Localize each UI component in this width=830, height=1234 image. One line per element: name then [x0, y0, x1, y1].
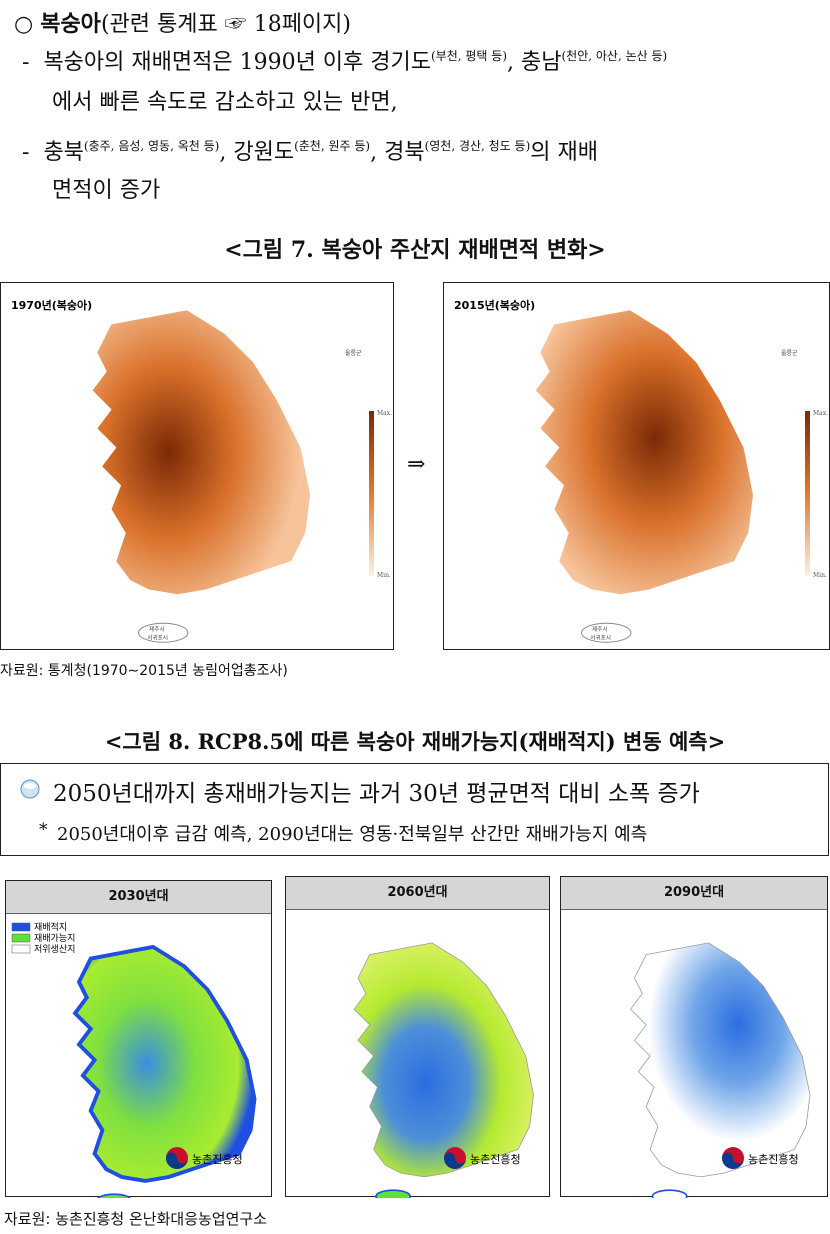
text: 충북	[43, 140, 84, 165]
mainland	[534, 309, 754, 596]
jeju	[97, 1193, 132, 1198]
legend-min: Min.	[377, 572, 391, 579]
section-title: 복숭아	[40, 11, 101, 37]
place-label: 제주시	[149, 625, 165, 633]
logo-mark	[444, 1152, 466, 1169]
dash: -	[22, 50, 30, 75]
mainland	[73, 944, 257, 1183]
place-label: 울릉군	[345, 350, 362, 357]
jeju	[138, 622, 189, 643]
logo: 농촌진흥청	[722, 1147, 799, 1169]
legend-swatch	[11, 933, 31, 943]
bullet-line: - 복숭아의 재배면적은 1990년 이후 경기도(부천, 평택 등), 충남(천…	[22, 44, 667, 76]
text: 의 재배	[530, 140, 598, 165]
legend-swatch	[11, 944, 31, 954]
superscript: (춘천, 원주 등)	[294, 139, 371, 153]
legend-max: Max.	[813, 410, 828, 417]
map: 농촌진흥청	[353, 942, 534, 1198]
panel-title: 2090년대	[561, 877, 827, 910]
logo-text: 농촌진흥청	[470, 1152, 521, 1166]
text: , 강원도	[219, 140, 295, 165]
jeju	[581, 622, 632, 643]
figure-title: <그림 7. 복숭아 주산지 재배면적 변화>	[224, 237, 606, 263]
map-shape	[73, 944, 257, 1198]
mainland	[91, 309, 311, 596]
map-shape	[630, 942, 811, 1198]
logo-text: 농촌진흥청	[748, 1152, 799, 1166]
logo: 농촌진흥청	[166, 1147, 243, 1169]
source: 자료원: 통계청(1970∼2015년 농림어업총조사)	[0, 663, 288, 679]
bullet-icon	[20, 779, 40, 799]
map: 농촌진흥청	[630, 942, 811, 1198]
map-label: 2015년(복숭아)	[454, 298, 535, 312]
map-label: 1970년(복숭아)	[11, 298, 92, 312]
superscript: (부천, 평택 등)	[431, 49, 508, 63]
summary: 2050년대까지 총재배가능지는 과거 30년 평균면적 대비 소폭 증가	[53, 781, 700, 807]
logo-mark	[166, 1152, 188, 1169]
bullet-continuation: 에서 빠른 속도로 감소하고 있는 반면,	[52, 90, 398, 115]
text: , 충남	[507, 50, 562, 75]
place-label: 울릉군	[781, 350, 798, 357]
place-label: 제주시	[592, 625, 608, 633]
legend-label: 재배적지	[34, 921, 67, 933]
figure-title: <그림 8. RCP8.5에 따른 복숭아 재배가능지(재배적지) 변동 예측>	[104, 729, 726, 754]
superscript: (충주, 음성, 영동, 옥천 등)	[83, 139, 220, 153]
place-label: 서귀포시	[147, 633, 168, 641]
legend-bar	[369, 411, 374, 576]
legend-bar	[805, 411, 810, 576]
map-panel: 1970년(복숭아) 제주시 서귀포시 울릉군 Max. Min.	[0, 282, 394, 650]
logo: 농촌진흥청	[444, 1147, 521, 1169]
legend-max: Max.	[377, 410, 392, 417]
dash: -	[22, 140, 30, 165]
logo-mark	[722, 1152, 744, 1169]
superscript: (영천, 경산, 청도 등)	[424, 139, 531, 153]
section-heading: ○ 복숭아(관련 통계표 ☞ 18페이지)	[14, 6, 351, 38]
text: 복숭아의 재배면적은 1990년 이후 경기도	[43, 50, 431, 75]
legend-min: Min.	[813, 572, 827, 579]
bullet-continuation: 면적이 증가	[52, 178, 161, 203]
mainland	[630, 942, 811, 1178]
note-marker: *	[39, 820, 48, 840]
section-ref: (관련 통계표 ☞ 18페이지)	[100, 12, 351, 37]
superscript: (천안, 아산, 논산 등)	[561, 49, 668, 63]
panel-title: 2030년대	[6, 881, 271, 914]
place-label: 서귀포시	[590, 633, 611, 641]
note: 2050년대이후 급감 예측, 2090년대는 영동·전북일부 산간만 재배가능…	[57, 824, 648, 845]
logo-text: 농촌진흥청	[192, 1152, 243, 1166]
marker: ○	[14, 12, 34, 37]
text: , 경북	[370, 140, 425, 165]
legend-label: 재배가능지	[34, 933, 75, 944]
jeju	[375, 1189, 412, 1198]
summary-box: 2050년대까지 총재배가능지는 과거 30년 평균면적 대비 소폭 증가 * …	[0, 763, 829, 856]
map-panel: 2015년(복숭아) 제주시 서귀포시 울릉군 Max. Min.	[443, 282, 830, 650]
mainland	[353, 942, 534, 1178]
map-shape	[353, 942, 534, 1198]
legend-swatch	[11, 922, 31, 932]
source: 자료원: 농촌진흥청 온난화대응농업연구소	[4, 1210, 267, 1228]
legend-label: 저위생산지	[34, 944, 75, 955]
arrow: ⇒	[407, 452, 426, 477]
jeju	[651, 1189, 688, 1198]
panel-title: 2060년대	[286, 877, 549, 910]
bullet-line: - 충북(충주, 음성, 영동, 옥천 등), 강원도(춘천, 원주 등), 경북…	[22, 134, 598, 166]
